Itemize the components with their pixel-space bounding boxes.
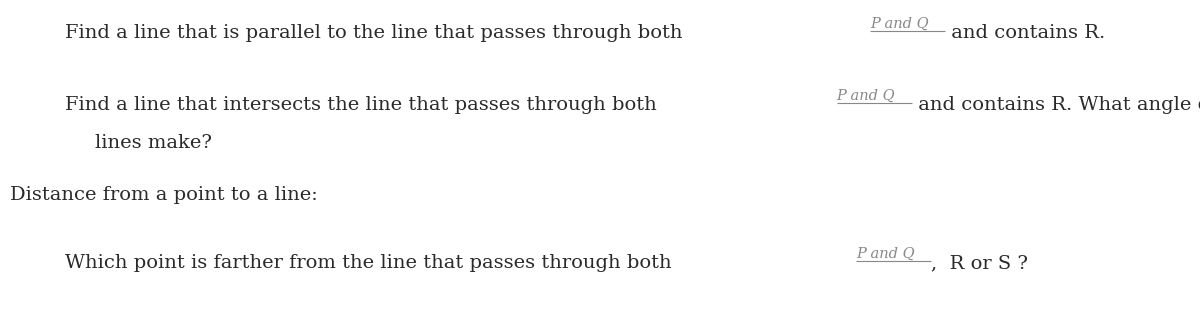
Text: P and Q: P and Q xyxy=(836,89,895,103)
Text: P and Q: P and Q xyxy=(870,17,929,31)
Text: Which point is farther from the line that passes through both: Which point is farther from the line tha… xyxy=(65,254,678,272)
Text: Find a line that intersects the line that passes through both: Find a line that intersects the line tha… xyxy=(65,96,662,114)
Text: ,  R or S ?: , R or S ? xyxy=(931,254,1028,272)
Text: and contains R. What angle do the two: and contains R. What angle do the two xyxy=(912,96,1200,114)
Text: Find a line that is parallel to the line that passes through both: Find a line that is parallel to the line… xyxy=(65,24,689,42)
Text: and contains R.: and contains R. xyxy=(946,24,1105,42)
Text: lines make?: lines make? xyxy=(95,134,212,152)
Text: P and Q: P and Q xyxy=(856,247,914,261)
Text: Distance from a point to a line:: Distance from a point to a line: xyxy=(10,186,318,204)
